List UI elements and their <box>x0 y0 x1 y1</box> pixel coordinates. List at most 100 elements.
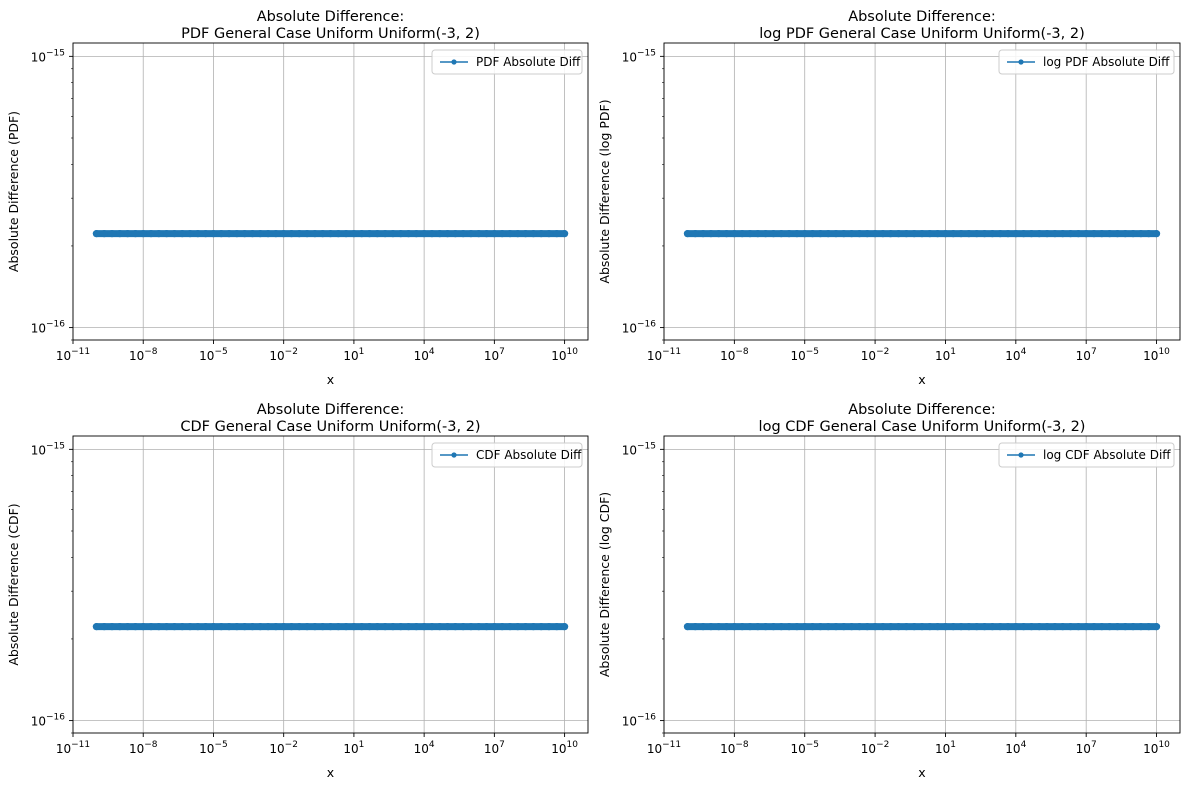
x-tick-label-4: 101 <box>935 347 956 363</box>
data-point <box>824 230 832 238</box>
data-point <box>863 230 871 238</box>
data-point <box>498 230 506 238</box>
y-tick-label-0: 10−15 <box>31 441 65 457</box>
y-tick-label-0: 10−15 <box>622 48 656 64</box>
data-point <box>264 623 272 631</box>
data-point <box>92 230 101 238</box>
data-point <box>272 230 280 238</box>
data-point <box>560 623 569 631</box>
data-point <box>1152 230 1161 238</box>
x-tick-label-3: 10−2 <box>269 740 298 756</box>
data-point <box>1027 623 1036 631</box>
data-point <box>848 230 856 238</box>
data-point <box>100 230 108 238</box>
data-point <box>373 230 381 238</box>
axes-frame <box>72 435 589 734</box>
data-point <box>1020 230 1028 238</box>
chart-panel-1: 10−11 10−8 10−5 10−2 101 104 107 1010 10−15 10−16… <box>6 9 589 387</box>
data-point <box>1137 623 1145 631</box>
legend-label: log CDF Absolute Diff <box>1043 448 1171 462</box>
data-point <box>1051 230 1059 238</box>
data-point <box>980 230 989 238</box>
x-tick-label-0: 10−11 <box>56 347 90 363</box>
axes-frame <box>663 42 1181 341</box>
data-point <box>1082 623 1090 631</box>
data-point <box>1137 230 1145 238</box>
data-point <box>389 623 397 631</box>
y-tick-label-1: 10−16 <box>31 713 66 729</box>
data-point <box>949 230 957 238</box>
data-point <box>342 230 350 238</box>
data-point <box>303 623 311 631</box>
x-tick-label-6: 107 <box>484 347 505 363</box>
data-point <box>871 230 879 238</box>
legend-label: CDF Absolute Diff <box>476 448 582 462</box>
data-point <box>816 230 824 238</box>
data-point <box>202 230 210 238</box>
data-point <box>428 623 436 631</box>
data-point <box>926 230 934 238</box>
data-point <box>894 623 903 631</box>
data-point <box>248 623 257 631</box>
data-point <box>553 623 561 631</box>
data-point <box>490 230 498 238</box>
data-point <box>730 230 738 238</box>
data-point <box>256 230 264 238</box>
data-point <box>840 230 848 238</box>
y-axis-label: Absolute Difference (CDF) <box>6 503 21 665</box>
x-tick-label-7: 1010 <box>1143 740 1170 756</box>
chart-panel-3: 10−11 10−8 10−5 10−2 101 104 107 1010 10−15 10−16… <box>6 402 589 780</box>
data-point <box>918 230 926 238</box>
data-point <box>482 230 491 238</box>
data-point <box>514 230 522 238</box>
legend-label: PDF Absolute Diff <box>476 55 581 69</box>
data-point <box>490 623 498 631</box>
legend: CDF Absolute Diff <box>431 442 583 468</box>
data-point <box>303 230 311 238</box>
data-point <box>209 230 218 238</box>
data-point <box>155 623 163 631</box>
data-point <box>832 623 840 631</box>
data-point <box>139 230 147 238</box>
legend-label: log PDF Absolute Diff <box>1043 55 1170 69</box>
data-point <box>722 623 731 631</box>
data-point <box>521 623 530 631</box>
data-point <box>762 623 770 631</box>
data-point <box>404 230 413 238</box>
x-tick-label-5: 104 <box>1005 740 1026 756</box>
data-point <box>785 623 793 631</box>
x-tick-label-3: 10−2 <box>861 347 890 363</box>
data-point <box>980 623 989 631</box>
data-point <box>902 623 910 631</box>
data-point <box>178 230 186 238</box>
data-point <box>217 623 225 631</box>
x-tick-label-0: 10−11 <box>56 740 90 756</box>
data-point <box>785 230 793 238</box>
data-point <box>1027 230 1036 238</box>
data-point <box>1090 230 1098 238</box>
data-point <box>722 230 731 238</box>
data-point <box>272 623 280 631</box>
data-point <box>957 230 965 238</box>
legend-box <box>431 442 583 468</box>
data-point <box>1035 230 1043 238</box>
x-tick-label-2: 10−5 <box>790 347 819 363</box>
data-point <box>926 623 934 631</box>
data-point <box>116 230 124 238</box>
data-point <box>475 230 483 238</box>
data-point <box>1082 230 1090 238</box>
chart-title-line-2: PDF General Case Uniform Uniform(-3, 2) <box>181 26 480 42</box>
chart-panel-2: 10−11 10−8 10−5 10−2 101 104 107 1010 10−15 10−16… <box>597 9 1181 387</box>
data-point <box>311 230 319 238</box>
data-point <box>155 230 163 238</box>
data-point <box>92 623 101 631</box>
data-point <box>108 230 116 238</box>
y-tick-label-0: 10−15 <box>622 441 656 457</box>
data-point <box>879 230 887 238</box>
data-point <box>1059 230 1067 238</box>
y-axis-label: Absolute Difference (PDF) <box>6 111 21 272</box>
data-point <box>334 623 342 631</box>
legend-box <box>998 442 1175 468</box>
data-point <box>746 230 754 238</box>
data-point <box>124 230 132 238</box>
